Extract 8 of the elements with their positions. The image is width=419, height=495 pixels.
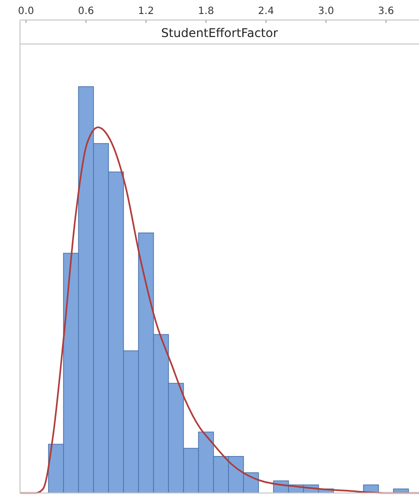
x-tick-label: 1.2 [138, 6, 154, 17]
x-tick-label: 1.8 [198, 6, 214, 17]
x-tick-label: 0.6 [78, 6, 94, 17]
x-tick-label: 3.0 [318, 6, 334, 17]
x-tick-label: 2.4 [258, 6, 274, 17]
x-tick-label: 3.6 [378, 6, 394, 17]
x-tick-label: 0.0 [18, 6, 34, 17]
x-axis-title: StudentEffortFactor [161, 26, 278, 40]
